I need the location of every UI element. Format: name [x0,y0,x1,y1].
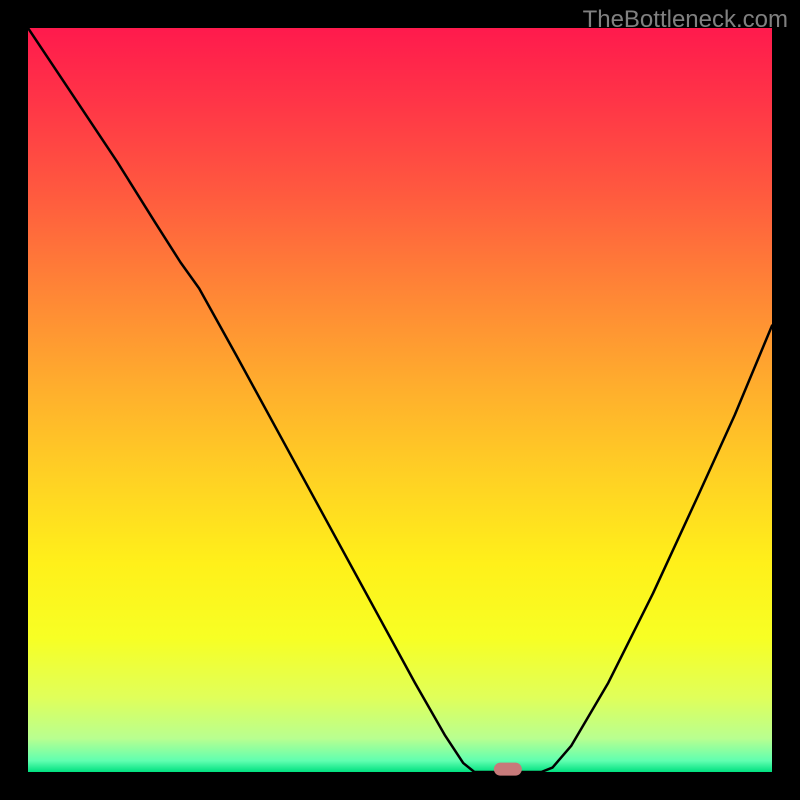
plot-area [28,28,772,772]
watermark-text: TheBottleneck.com [583,6,788,34]
curve-path [28,28,772,772]
chart-container: TheBottleneck.com [0,0,800,800]
optimal-marker [494,763,522,776]
bottleneck-curve [28,28,772,772]
